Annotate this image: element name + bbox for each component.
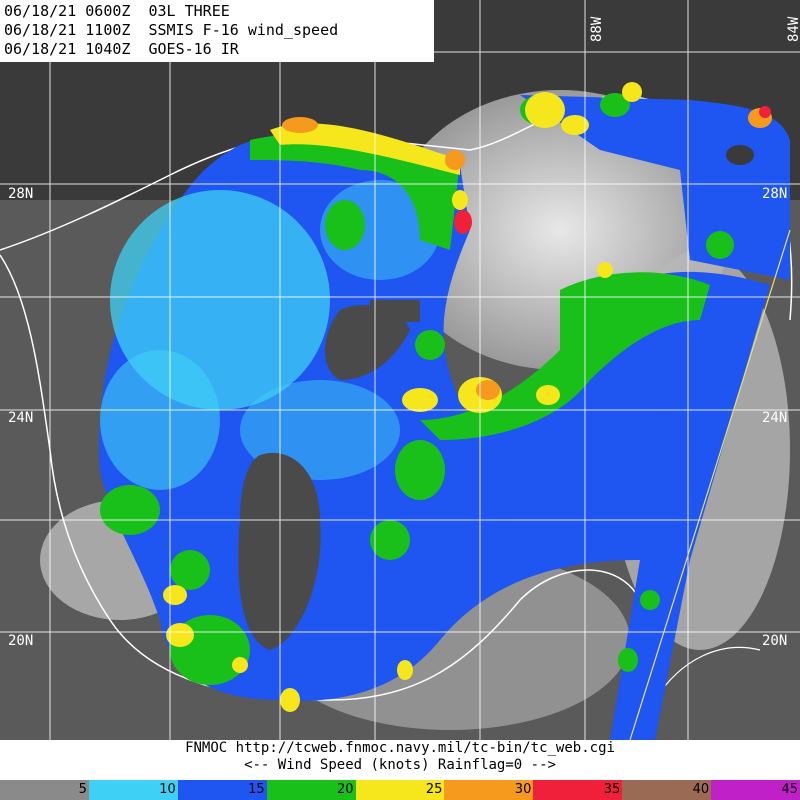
colorbar-segment: 45 xyxy=(711,780,800,800)
colorbar-label: 15 xyxy=(248,782,265,797)
calm-patch-2 xyxy=(238,452,321,650)
green-band-north xyxy=(250,133,460,250)
colorbar-label: 30 xyxy=(514,782,532,797)
max-wind-spot xyxy=(454,210,472,234)
lat-label-28n-right: 28N xyxy=(762,186,788,202)
lat-label-24n: 24N xyxy=(8,410,34,426)
lat-label-28n: 28N xyxy=(8,186,34,202)
colorbar-segment: 30 xyxy=(444,780,534,800)
header-line-sensor: 06/18/21 1100Z SSMIS F-16 wind_speed xyxy=(4,21,339,39)
header-info-box: 06/18/21 0600Z 03L THREE 06/18/21 1100Z … xyxy=(0,0,434,62)
colorbar-segment: 15 xyxy=(177,780,267,800)
yellow-band-north xyxy=(270,123,460,175)
footer-legend-title: <-- Wind Speed (knots) Rainflag=0 --> xyxy=(244,757,556,773)
calm-patch-1 xyxy=(325,305,410,380)
lon-label-84w: 84W xyxy=(786,16,800,42)
colorbar-segment: 25 xyxy=(355,780,445,800)
header-line-background: 06/18/21 1040Z GOES-16 IR xyxy=(4,40,239,58)
colorbar-label: 20 xyxy=(337,782,354,797)
colorbar-label: 10 xyxy=(159,782,176,797)
colorbar-segment: 20 xyxy=(266,780,356,800)
grid-lines xyxy=(0,0,800,740)
footer-credit: FNMOC http://tcweb.fnmoc.navy.mil/tc-bin… xyxy=(0,740,800,780)
footer-source-line: FNMOC http://tcweb.fnmoc.navy.mil/tc-bin… xyxy=(185,740,615,756)
colorbar-label: 25 xyxy=(425,782,443,797)
lon-label-88w: 88W xyxy=(589,16,605,42)
colorbar-segment: 10 xyxy=(88,780,178,800)
lat-label-20n: 20N xyxy=(8,633,34,649)
green-band-east xyxy=(420,272,710,440)
colorbar-segment: 40 xyxy=(622,780,712,800)
colorbar-label: 40 xyxy=(692,782,710,797)
wind-swath-strip xyxy=(610,560,690,740)
header-line-forecast: 06/18/21 0600Z 03L THREE xyxy=(4,2,230,20)
colorbar-segment: 5 xyxy=(0,780,89,800)
wind-speed-colorbar: 5 10 15 20 25 30 35 40 45 xyxy=(0,780,800,800)
lat-label-20n-right: 20N xyxy=(762,633,788,649)
colorbar-label: 35 xyxy=(603,782,621,797)
colorbar-label: 45 xyxy=(781,782,799,797)
colorbar-segment: 35 xyxy=(533,780,623,800)
swath-edge-line xyxy=(629,229,791,741)
lat-label-24n-right: 24N xyxy=(762,410,788,426)
colorbar-label: 5 xyxy=(78,782,87,797)
